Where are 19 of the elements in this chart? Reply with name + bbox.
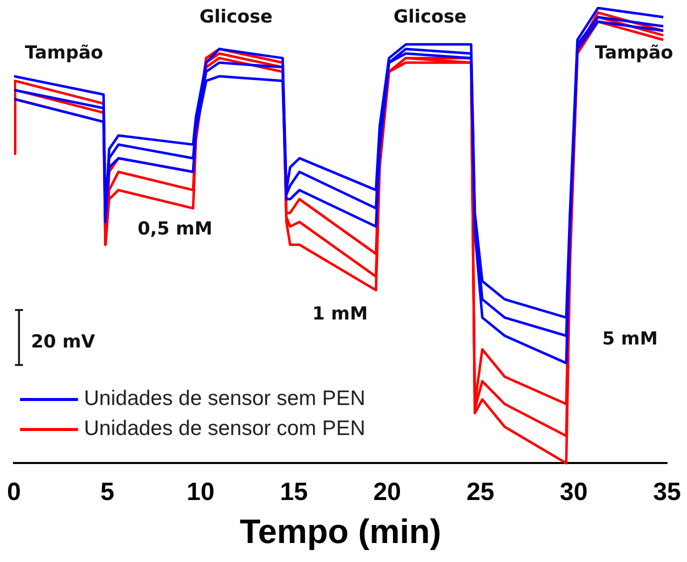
annotation: Tampão <box>24 42 104 64</box>
x-tick-label: 20 <box>373 478 402 506</box>
annotation: 5 mM <box>602 328 658 350</box>
annotation: 0,5 mM <box>138 218 212 240</box>
x-tick-label: 30 <box>560 478 588 506</box>
annotation: Tampão <box>594 42 674 64</box>
legend-label: Unidades de sensor com PEN <box>84 417 366 441</box>
x-tick-label: 15 <box>280 478 308 506</box>
x-tick-label: 10 <box>186 478 214 506</box>
x-tick-label: 0 <box>7 478 21 506</box>
annotation: Glicose <box>393 6 467 28</box>
legend-label: Unidades de sensor sem PEN <box>84 387 366 411</box>
x-axis-title: Tempo (min) <box>240 512 442 551</box>
x-tick-label: 5 <box>100 478 114 506</box>
x-tick-label: 25 <box>466 478 494 506</box>
annotation: 20 mV <box>31 332 96 353</box>
annotation: 1 mM <box>312 304 368 325</box>
x-tick-label: 35 <box>653 478 681 506</box>
annotation: Glicose <box>199 6 273 28</box>
